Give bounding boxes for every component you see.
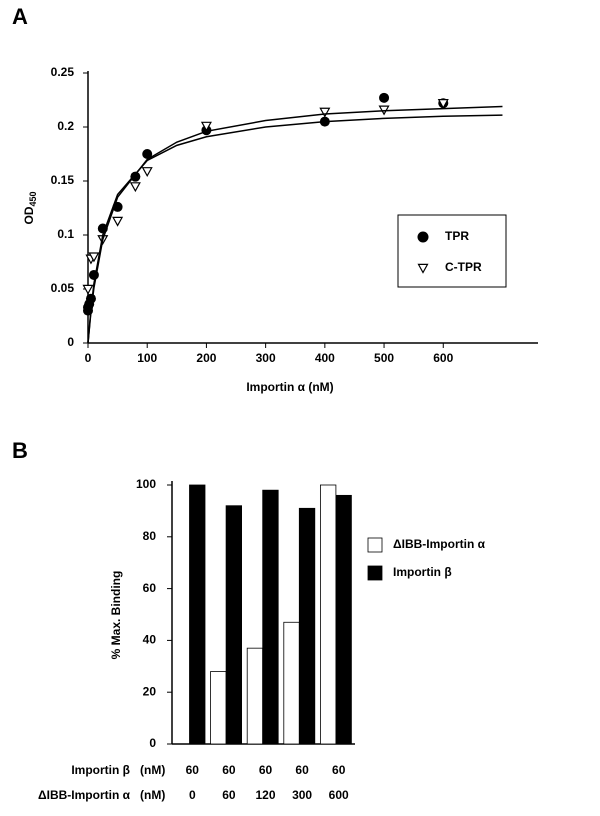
table-value: 600: [329, 788, 349, 802]
legend-label: Importin β: [393, 565, 452, 579]
bar: [189, 484, 206, 745]
bar: [298, 507, 316, 745]
bar: [262, 489, 279, 745]
legend-marker: [417, 231, 429, 243]
legend-label: TPR: [445, 229, 469, 243]
y-tick-label: 20: [143, 684, 157, 698]
x-tick-label: 200: [196, 351, 216, 365]
y-axis-label: % Max. Binding: [109, 571, 123, 660]
legend-swatch: [367, 565, 383, 581]
legend-marker: [417, 263, 429, 274]
legend-label: ΔIBB-Importin α: [393, 537, 486, 551]
table-value: 300: [292, 788, 312, 802]
y-tick-label: 60: [143, 581, 157, 595]
table-value: 60: [186, 763, 200, 777]
x-tick-label: 500: [374, 351, 394, 365]
point: [319, 107, 331, 118]
y-tick-label: 0.15: [51, 173, 75, 187]
point: [82, 284, 94, 295]
point: [85, 293, 96, 304]
x-axis-label: Importin α (nM): [246, 380, 333, 394]
fit-curve: [87, 105, 503, 344]
point: [112, 216, 124, 227]
y-axis-label: OD450: [22, 191, 38, 224]
x-tick-label: 100: [137, 351, 157, 365]
point: [88, 252, 100, 263]
x-tick-label: 600: [433, 351, 453, 365]
point: [142, 149, 153, 159]
legend-swatch: [367, 537, 383, 553]
table-value: 60: [295, 763, 309, 777]
y-tick-label: 0.2: [57, 119, 74, 133]
point: [141, 167, 153, 178]
x-tick-label: 300: [256, 351, 276, 365]
x-tick-label: 0: [85, 351, 92, 365]
point: [379, 92, 390, 103]
table-value: 60: [222, 763, 236, 777]
row-unit: (nM): [140, 788, 165, 802]
y-tick-label: 0.25: [51, 65, 75, 79]
y-tick-label: 0.05: [51, 281, 75, 295]
legend-box: [397, 214, 507, 288]
x-tick-label: 400: [315, 351, 335, 365]
y-tick-label: 100: [136, 477, 156, 491]
y-tick-label: 80: [143, 529, 157, 543]
fit-curve: [87, 114, 503, 344]
table-value: 0: [189, 788, 196, 802]
row-label: Importin β: [71, 763, 130, 777]
bar: [210, 671, 227, 745]
y-tick-label: 40: [143, 633, 157, 647]
table-value: 60: [222, 788, 236, 802]
y-tick-label: 0: [149, 736, 156, 750]
row-unit: (nM): [140, 763, 165, 777]
point: [130, 171, 141, 182]
table-value: 60: [332, 763, 346, 777]
panel-label: B: [12, 438, 28, 463]
bar: [246, 647, 264, 745]
bar: [225, 505, 243, 745]
bar: [335, 494, 352, 745]
table-value: 120: [255, 788, 275, 802]
y-tick-label: 0: [67, 335, 74, 349]
legend-label: C-TPR: [445, 260, 482, 274]
panel-label: A: [12, 4, 28, 29]
point: [200, 121, 212, 132]
y-axis-label-main: OD: [22, 206, 36, 224]
row-label: ΔIBB-Importin α: [38, 788, 131, 802]
bar: [319, 484, 337, 745]
table-value: 60: [259, 763, 273, 777]
point: [437, 99, 449, 109]
y-tick-label: 0.1: [57, 227, 74, 241]
y-axis-label-sub: 450: [28, 191, 38, 206]
bar: [283, 621, 300, 745]
point: [129, 182, 141, 193]
